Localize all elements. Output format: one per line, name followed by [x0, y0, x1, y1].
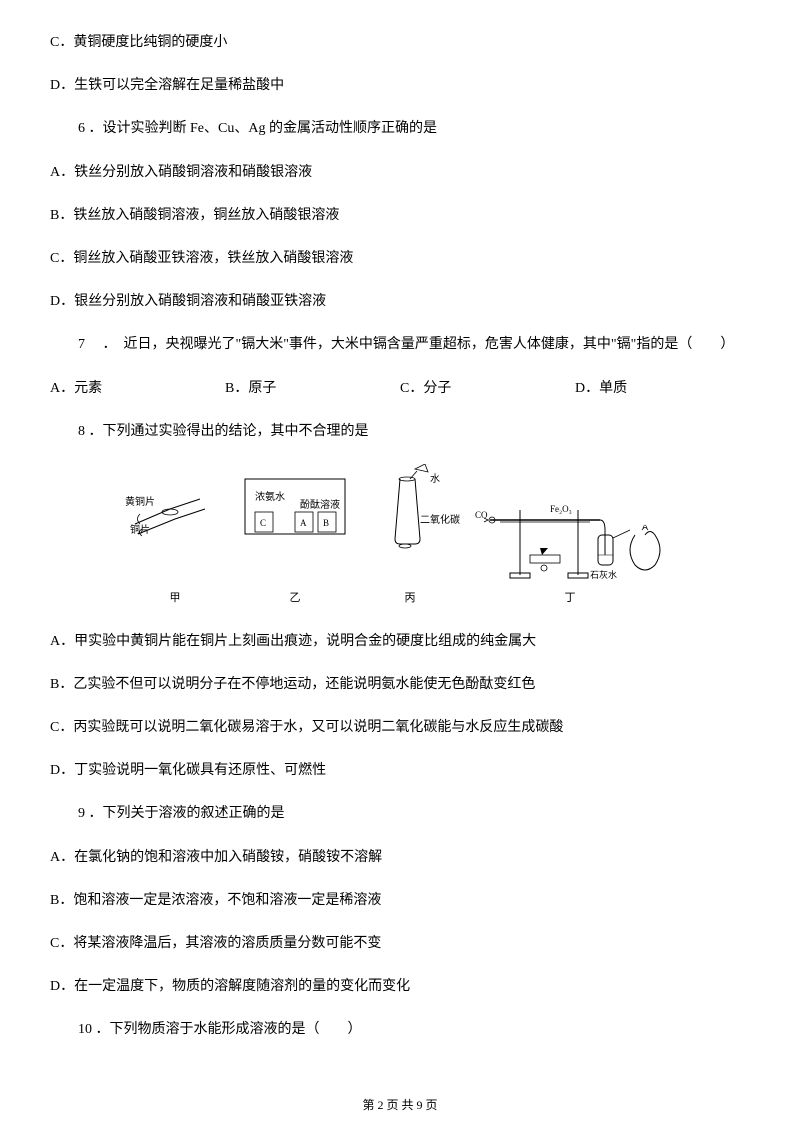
- q8-option-d: D．丁实验说明一氧化碳具有还原性、可燃性: [50, 758, 750, 783]
- yi-label: 乙: [290, 589, 301, 609]
- q7-option-d: D．单质: [575, 376, 750, 401]
- experiment-diagram: 黄铜片 铜片 甲 C A B 浓氨水 酚酞溶液 乙: [50, 464, 750, 609]
- co-label: CO: [475, 510, 488, 520]
- water-label: 水: [430, 471, 440, 489]
- q7-option-c: C．分子: [400, 376, 575, 401]
- svg-text:C: C: [260, 518, 266, 528]
- co2-label: 二氧化碳: [420, 512, 460, 530]
- q7-options: A．元素 B．原子 C．分子 D．单质: [50, 376, 750, 401]
- q6-option-d: D．银丝分别放入硝酸铜溶液和硝酸亚铁溶液: [50, 289, 750, 314]
- q8-stem: 8 ．下列通过实验得出的结论，其中不合理的是: [50, 419, 750, 444]
- svg-text:A: A: [300, 518, 307, 528]
- page-footer: 第 2 页 共 9 页: [0, 1095, 800, 1117]
- copper-label: 铜片: [130, 522, 150, 540]
- q5-option-c: C．黄铜硬度比纯铜的硬度小: [50, 30, 750, 55]
- q8-option-a: A．甲实验中黄铜片能在铜片上刻画出痕迹，说明合金的硬度比组成的纯金属大: [50, 629, 750, 654]
- q6-option-b: B．铁丝放入硝酸铜溶液，铜丝放入硝酸银溶液: [50, 203, 750, 228]
- q10-stem: 10 ．下列物质溶于水能形成溶液的是（ ）: [50, 1017, 750, 1042]
- svg-text:Fe₂O₃: Fe₂O₃: [550, 504, 572, 514]
- q8-option-c: C．丙实验既可以说明二氧化碳易溶于水，又可以说明二氧化碳能与水反应生成碳酸: [50, 715, 750, 740]
- q9-option-d: D．在一定温度下，物质的溶解度随溶剂的量的变化而变化: [50, 974, 750, 999]
- diagram-yi: C A B 浓氨水 酚酞溶液 乙: [240, 474, 350, 609]
- ammonia-label: 浓氨水: [255, 489, 285, 507]
- svg-text:B: B: [323, 518, 329, 528]
- q5-option-d: D．生铁可以完全溶解在足量稀盐酸中: [50, 73, 750, 98]
- phenol-label: 酚酞溶液: [300, 497, 340, 515]
- q6-option-a: A．铁丝分别放入硝酸铜溶液和硝酸银溶液: [50, 160, 750, 185]
- bing-label: 丙: [405, 589, 416, 609]
- jia-label: 甲: [170, 589, 181, 609]
- q7-option-a: A．元素: [50, 376, 225, 401]
- q9-option-b: B．饱和溶液一定是浓溶液，不饱和溶液一定是稀溶液: [50, 888, 750, 913]
- diagram-ding: CO Fe₂O₃ 石灰水 丁: [470, 500, 670, 609]
- q9-stem: 9 ．下列关于溶液的叙述正确的是: [50, 801, 750, 826]
- q8-option-b: B．乙实验不但可以说明分子在不停地运动，还能说明氨水能使无色酚酞变红色: [50, 672, 750, 697]
- brass-label: 黄铜片: [125, 494, 155, 512]
- q6-option-c: C．铜丝放入硝酸亚铁溶液，铁丝放入硝酸银溶液: [50, 246, 750, 271]
- q6-stem: 6 ．设计实验判断 Fe、Cu、Ag 的金属活动性顺序正确的是: [50, 116, 750, 141]
- diagram-jia: 黄铜片 铜片 甲: [130, 474, 220, 609]
- q7-option-b: B．原子: [225, 376, 400, 401]
- q9-option-a: A．在氯化钠的饱和溶液中加入硝酸铵，硝酸铵不溶解: [50, 845, 750, 870]
- svg-text:石灰水: 石灰水: [590, 569, 617, 580]
- q9-option-c: C．将某溶液降温后，其溶液的溶质质量分数可能不变: [50, 931, 750, 956]
- diagram-bing: 水 二氧化碳 丙: [370, 464, 450, 609]
- ding-label: 丁: [565, 589, 576, 609]
- q7-stem: 7 ． 近日，央视曝光了"镉大米"事件，大米中镉含量严重超标，危害人体健康，其中…: [50, 332, 750, 357]
